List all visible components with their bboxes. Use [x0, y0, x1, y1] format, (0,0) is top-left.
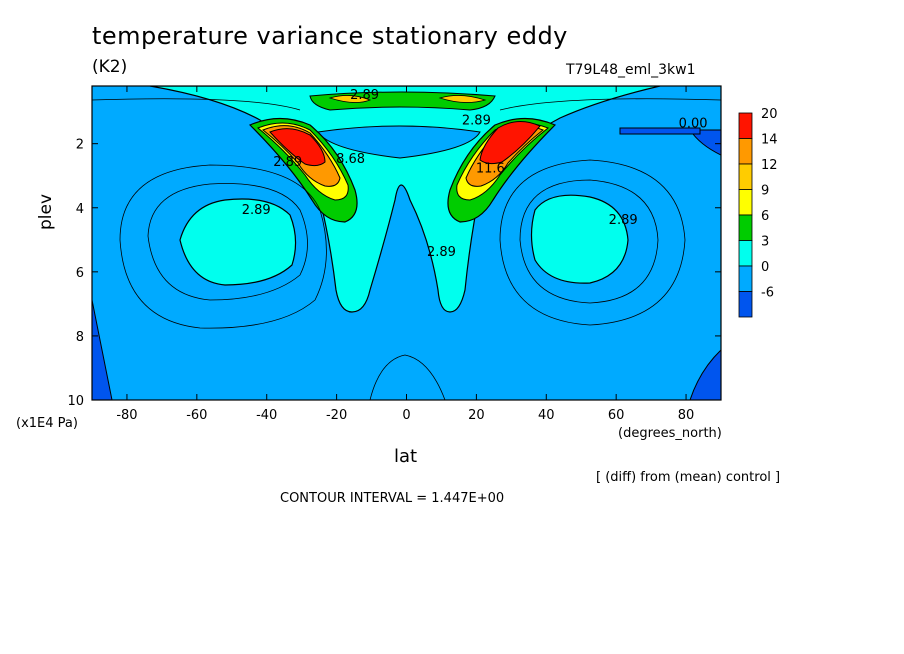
x-tick-label: -60: [186, 408, 207, 423]
fill-negative-se: [689, 349, 721, 400]
fill-level-20-east: [479, 121, 541, 165]
contour-label: 2.89: [242, 203, 271, 218]
y-tick-label: 4: [76, 202, 84, 217]
x-axis-unit: (degrees_north): [618, 426, 722, 441]
x-tick-label: 80: [678, 408, 695, 423]
fill-gap-upper: [317, 125, 481, 159]
contour-label: 2.89: [462, 113, 491, 128]
colorbar-swatch: [738, 214, 753, 241]
colorbar-swatch: [738, 138, 753, 165]
colorbar-label: 6: [761, 209, 769, 224]
colorbar-swatch: [738, 265, 753, 292]
y-tick-label: 8: [76, 330, 84, 345]
fill-upper-west-core: [328, 95, 372, 103]
fill-level-3-6-west: [179, 198, 297, 286]
contour-line-top-west: [92, 98, 301, 111]
fill-negative-ne-strip: [619, 127, 701, 135]
x-tick-label: -80: [116, 408, 137, 423]
x-tick-label: -20: [326, 408, 347, 423]
x-tick-label: 40: [538, 408, 555, 423]
colorbar-label: 20: [761, 107, 778, 122]
x-tick-label: 20: [468, 408, 485, 423]
fill-level-20-west: [269, 128, 326, 167]
colorbar-label: 14: [761, 133, 778, 148]
fill-upper-east-core: [438, 95, 487, 103]
contour-label: 11.6: [476, 162, 505, 177]
colorbar-label: 12: [761, 158, 778, 173]
chart-title: temperature variance stationary eddy: [92, 22, 568, 50]
colorbar: 20 14 12 9 6 3 0 -6: [738, 107, 778, 318]
contour-line-bottom: [369, 354, 446, 400]
contour-label: 2.89: [609, 213, 638, 228]
contour-labels: 2.89 2.89 2.89 2.89 2.89 2.89 0.00 8.68 11.6: [242, 88, 708, 260]
contour-interval-label: CONTOUR INTERVAL = 1.447E+00: [280, 491, 505, 506]
x-tick-label: -40: [256, 408, 277, 423]
colorbar-label: 9: [761, 184, 769, 199]
y-tick-label: 2: [76, 138, 84, 153]
x-tick-label: 60: [608, 408, 625, 423]
colorbar-swatch: [738, 291, 753, 318]
contour-line-east-outer: [519, 179, 659, 304]
contour-label: 2.89: [273, 155, 302, 170]
fill-level-3-6-east: [530, 194, 629, 284]
x-axis-ticks: -80 -60 -40 -20 0 20 40 60 80: [116, 86, 694, 423]
colorbar-label: -6: [761, 286, 774, 301]
x-axis-label: lat: [394, 446, 418, 467]
contour-line-west-outer2: [119, 164, 327, 329]
x-tick-label: 0: [402, 408, 410, 423]
colorbar-swatch: [738, 240, 753, 267]
comparison-note: [ (diff) from (mean) control ]: [596, 470, 781, 485]
run-label: T79L48_eml_3kw1: [566, 62, 696, 78]
y-tick-label: 10: [67, 394, 84, 409]
y-tick-label: 6: [76, 266, 84, 281]
y-axis-ticks: 2 4 6 8 10: [67, 138, 721, 409]
contour-line-west-outer: [147, 183, 308, 301]
colorbar-label: 3: [761, 235, 769, 250]
contour-line-top-east: [499, 98, 721, 111]
contour-line-east-outer2: [499, 159, 686, 326]
colorbar-swatch: [738, 112, 753, 139]
contour-label: 8.68: [336, 152, 365, 167]
colorbar-swatch: [738, 189, 753, 216]
y-axis-unit: (x1E4 Pa): [16, 416, 78, 431]
colorbar-label: 0: [761, 260, 769, 275]
contour-label: 0.00: [679, 117, 708, 132]
contour-field: [92, 86, 721, 400]
contour-label: 2.89: [350, 88, 379, 103]
units-label: (K2): [92, 57, 128, 77]
contour-label: 2.89: [427, 245, 456, 260]
colorbar-swatch: [738, 163, 753, 190]
